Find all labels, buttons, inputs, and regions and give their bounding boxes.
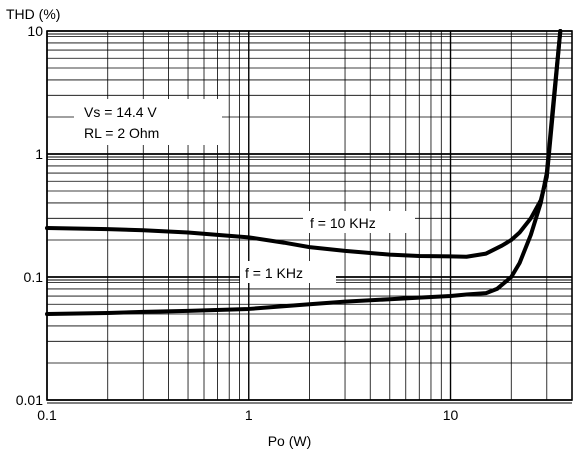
series-line-f-1khz [45,29,563,317]
series-label-f-1khz: f = 1 KHz [245,265,303,281]
y-tick-label: 0.1 [24,269,44,285]
y-tick-label: 0.01 [16,392,43,408]
series-label-box [303,211,415,233]
plot-frame [46,30,573,401]
x-axis-title: Po (W) [268,433,312,449]
series-line-f-10khz [45,29,563,259]
x-tick-label: 1 [245,407,253,423]
y-tick-label: 1 [35,146,43,162]
x-tick-label: 10 [443,407,459,423]
y-tick-label: 10 [27,23,43,39]
y-axis-title: THD (%) [6,6,60,22]
conditions-box [74,99,222,145]
series-layer [45,29,563,317]
annotation-layer: Vs = 14.4 V RL = 2 Ohm f = 10 KHz f = 1 KHz [74,99,415,283]
condition-rl-label: RL = 2 Ohm [84,125,159,141]
series-label-box [240,261,336,283]
condition-vs-label: Vs = 14.4 V [84,104,157,120]
x-tick-label: 0.1 [37,407,57,423]
series-label-f-10khz: f = 10 KHz [310,215,376,231]
